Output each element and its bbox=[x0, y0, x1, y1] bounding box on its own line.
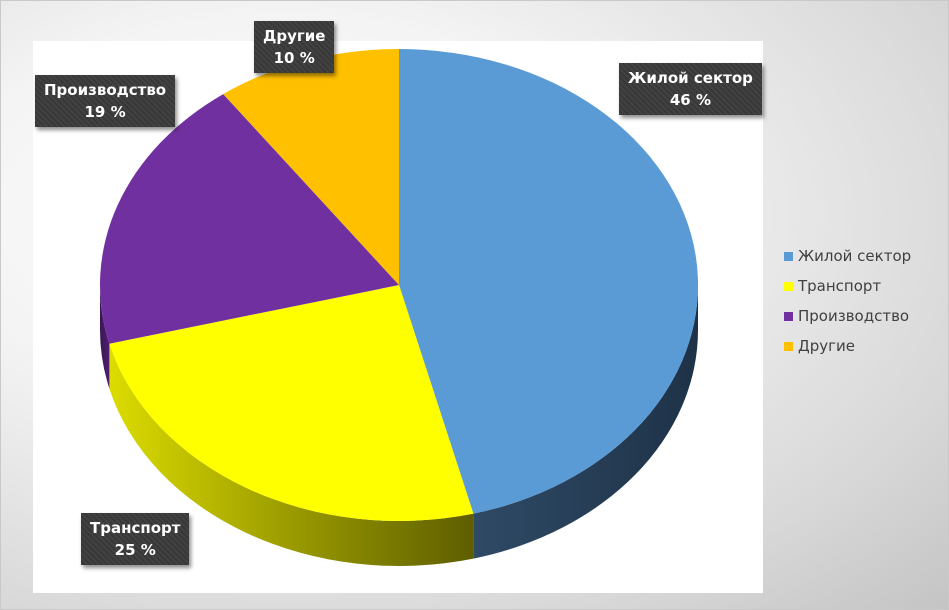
data-label-residential-value: 46 % bbox=[669, 91, 712, 109]
pie-slice-residential-side bbox=[473, 285, 698, 559]
legend-swatch-transport bbox=[784, 281, 793, 291]
pie-slice-residential bbox=[399, 48, 699, 514]
legend-item: Производство bbox=[784, 301, 948, 331]
data-label-production: Производство 19 % bbox=[35, 75, 176, 127]
data-label-transport-name: Транспорт bbox=[90, 519, 181, 537]
legend-item: Другие bbox=[784, 331, 948, 361]
data-label-production-name: Производство bbox=[44, 81, 167, 99]
pie-slice-other bbox=[223, 48, 399, 285]
pie-slice-transport bbox=[109, 285, 474, 522]
legend-swatch-production bbox=[784, 311, 793, 321]
data-label-other-value: 10 % bbox=[273, 49, 315, 67]
legend-item: Жилой сектор bbox=[784, 241, 948, 271]
legend-swatch-residential bbox=[784, 251, 793, 261]
data-label-residential: Жилой сектор 46 % bbox=[619, 63, 762, 115]
pie-slice-production-side bbox=[100, 285, 110, 389]
data-label-residential-name: Жилой сектор bbox=[628, 69, 753, 87]
legend: Жилой сектор Транспорт Производство Друг… bbox=[784, 241, 948, 361]
data-label-transport-value: 25 % bbox=[114, 541, 156, 559]
legend-label: Жилой сектор bbox=[798, 247, 912, 265]
legend-label: Производство bbox=[798, 307, 910, 325]
legend-swatch-other bbox=[784, 341, 793, 351]
data-label-other: Другие 10 % bbox=[254, 21, 335, 73]
legend-label: Транспорт bbox=[798, 277, 882, 295]
legend-item: Транспорт bbox=[784, 271, 948, 301]
pie-slice-production bbox=[99, 94, 399, 344]
data-label-other-name: Другие bbox=[263, 27, 326, 45]
pie-slice-transport-side bbox=[109, 343, 474, 567]
data-label-transport: Транспорт 25 % bbox=[81, 513, 190, 565]
data-label-production-value: 19 % bbox=[84, 103, 126, 121]
legend-label: Другие bbox=[798, 337, 855, 355]
